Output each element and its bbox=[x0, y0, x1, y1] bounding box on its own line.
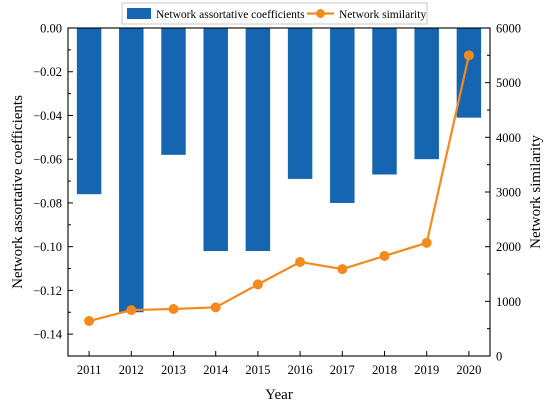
bar-2017 bbox=[330, 28, 355, 203]
x-tick-label: 2017 bbox=[330, 363, 355, 377]
left-tick-label: −0.04 bbox=[33, 109, 63, 123]
bar-2015 bbox=[245, 28, 271, 252]
x-tick-label: 2014 bbox=[203, 363, 229, 377]
x-tick-label: 2016 bbox=[288, 363, 313, 377]
x-tick-label: 2012 bbox=[119, 363, 144, 377]
x-tick-label: 2019 bbox=[414, 363, 439, 377]
bar-2013 bbox=[161, 28, 186, 155]
left-tick-label: −0.02 bbox=[33, 65, 62, 79]
similarity-point-2012 bbox=[126, 305, 137, 316]
left-axis-label: Network assortative coefficients bbox=[10, 95, 26, 289]
x-axis-label: Year bbox=[265, 387, 293, 403]
similarity-point-2015 bbox=[252, 279, 263, 290]
right-axis-label: Network similarity bbox=[528, 135, 544, 249]
right-tick-label: 3000 bbox=[496, 186, 521, 200]
right-tick-label: 2000 bbox=[496, 240, 521, 254]
left-tick-label: −0.06 bbox=[33, 153, 62, 167]
legend-box bbox=[121, 2, 428, 25]
similarity-point-2018 bbox=[379, 250, 390, 261]
right-tick-label: 4000 bbox=[496, 131, 521, 145]
similarity-line bbox=[88, 55, 470, 323]
left-tick-label: −0.14 bbox=[33, 328, 63, 342]
bar-2011 bbox=[76, 28, 102, 195]
x-tick-label: 2018 bbox=[372, 363, 397, 377]
left-tick-label: 0.00 bbox=[40, 22, 62, 36]
left-tick-label: −0.08 bbox=[33, 196, 62, 210]
right-tick-label: 0 bbox=[496, 350, 502, 364]
left-tick-label: −0.10 bbox=[33, 240, 62, 254]
x-tick-label: 2013 bbox=[161, 363, 186, 377]
legend-label-bars: Network assortative coefficients bbox=[156, 9, 305, 21]
similarity-point-2011 bbox=[84, 316, 95, 327]
similarity-point-2019 bbox=[421, 237, 432, 248]
right-tick-label: 1000 bbox=[496, 295, 521, 309]
x-tick-label: 2020 bbox=[456, 363, 481, 377]
legend-swatch-marker bbox=[316, 9, 325, 18]
similarity-point-2014 bbox=[210, 302, 221, 313]
bar-2019 bbox=[414, 28, 439, 160]
legend-label-line: Network similarity bbox=[339, 9, 426, 21]
left-tick-label: −0.12 bbox=[33, 284, 62, 298]
bar-2016 bbox=[287, 28, 313, 179]
legend-swatch-bars bbox=[127, 8, 151, 19]
bar-2012 bbox=[119, 28, 144, 313]
bar-2018 bbox=[372, 28, 397, 175]
similarity-point-2020 bbox=[463, 50, 474, 61]
similarity-point-2016 bbox=[295, 256, 306, 267]
right-tick-label: 6000 bbox=[496, 22, 521, 36]
right-tick-label: 5000 bbox=[496, 76, 521, 90]
x-tick-label: 2011 bbox=[77, 363, 102, 377]
similarity-point-2017 bbox=[337, 264, 348, 275]
x-tick-label: 2015 bbox=[245, 363, 270, 377]
bar-2014 bbox=[203, 28, 228, 252]
similarity-point-2013 bbox=[168, 303, 179, 314]
bar-2020 bbox=[456, 28, 482, 118]
